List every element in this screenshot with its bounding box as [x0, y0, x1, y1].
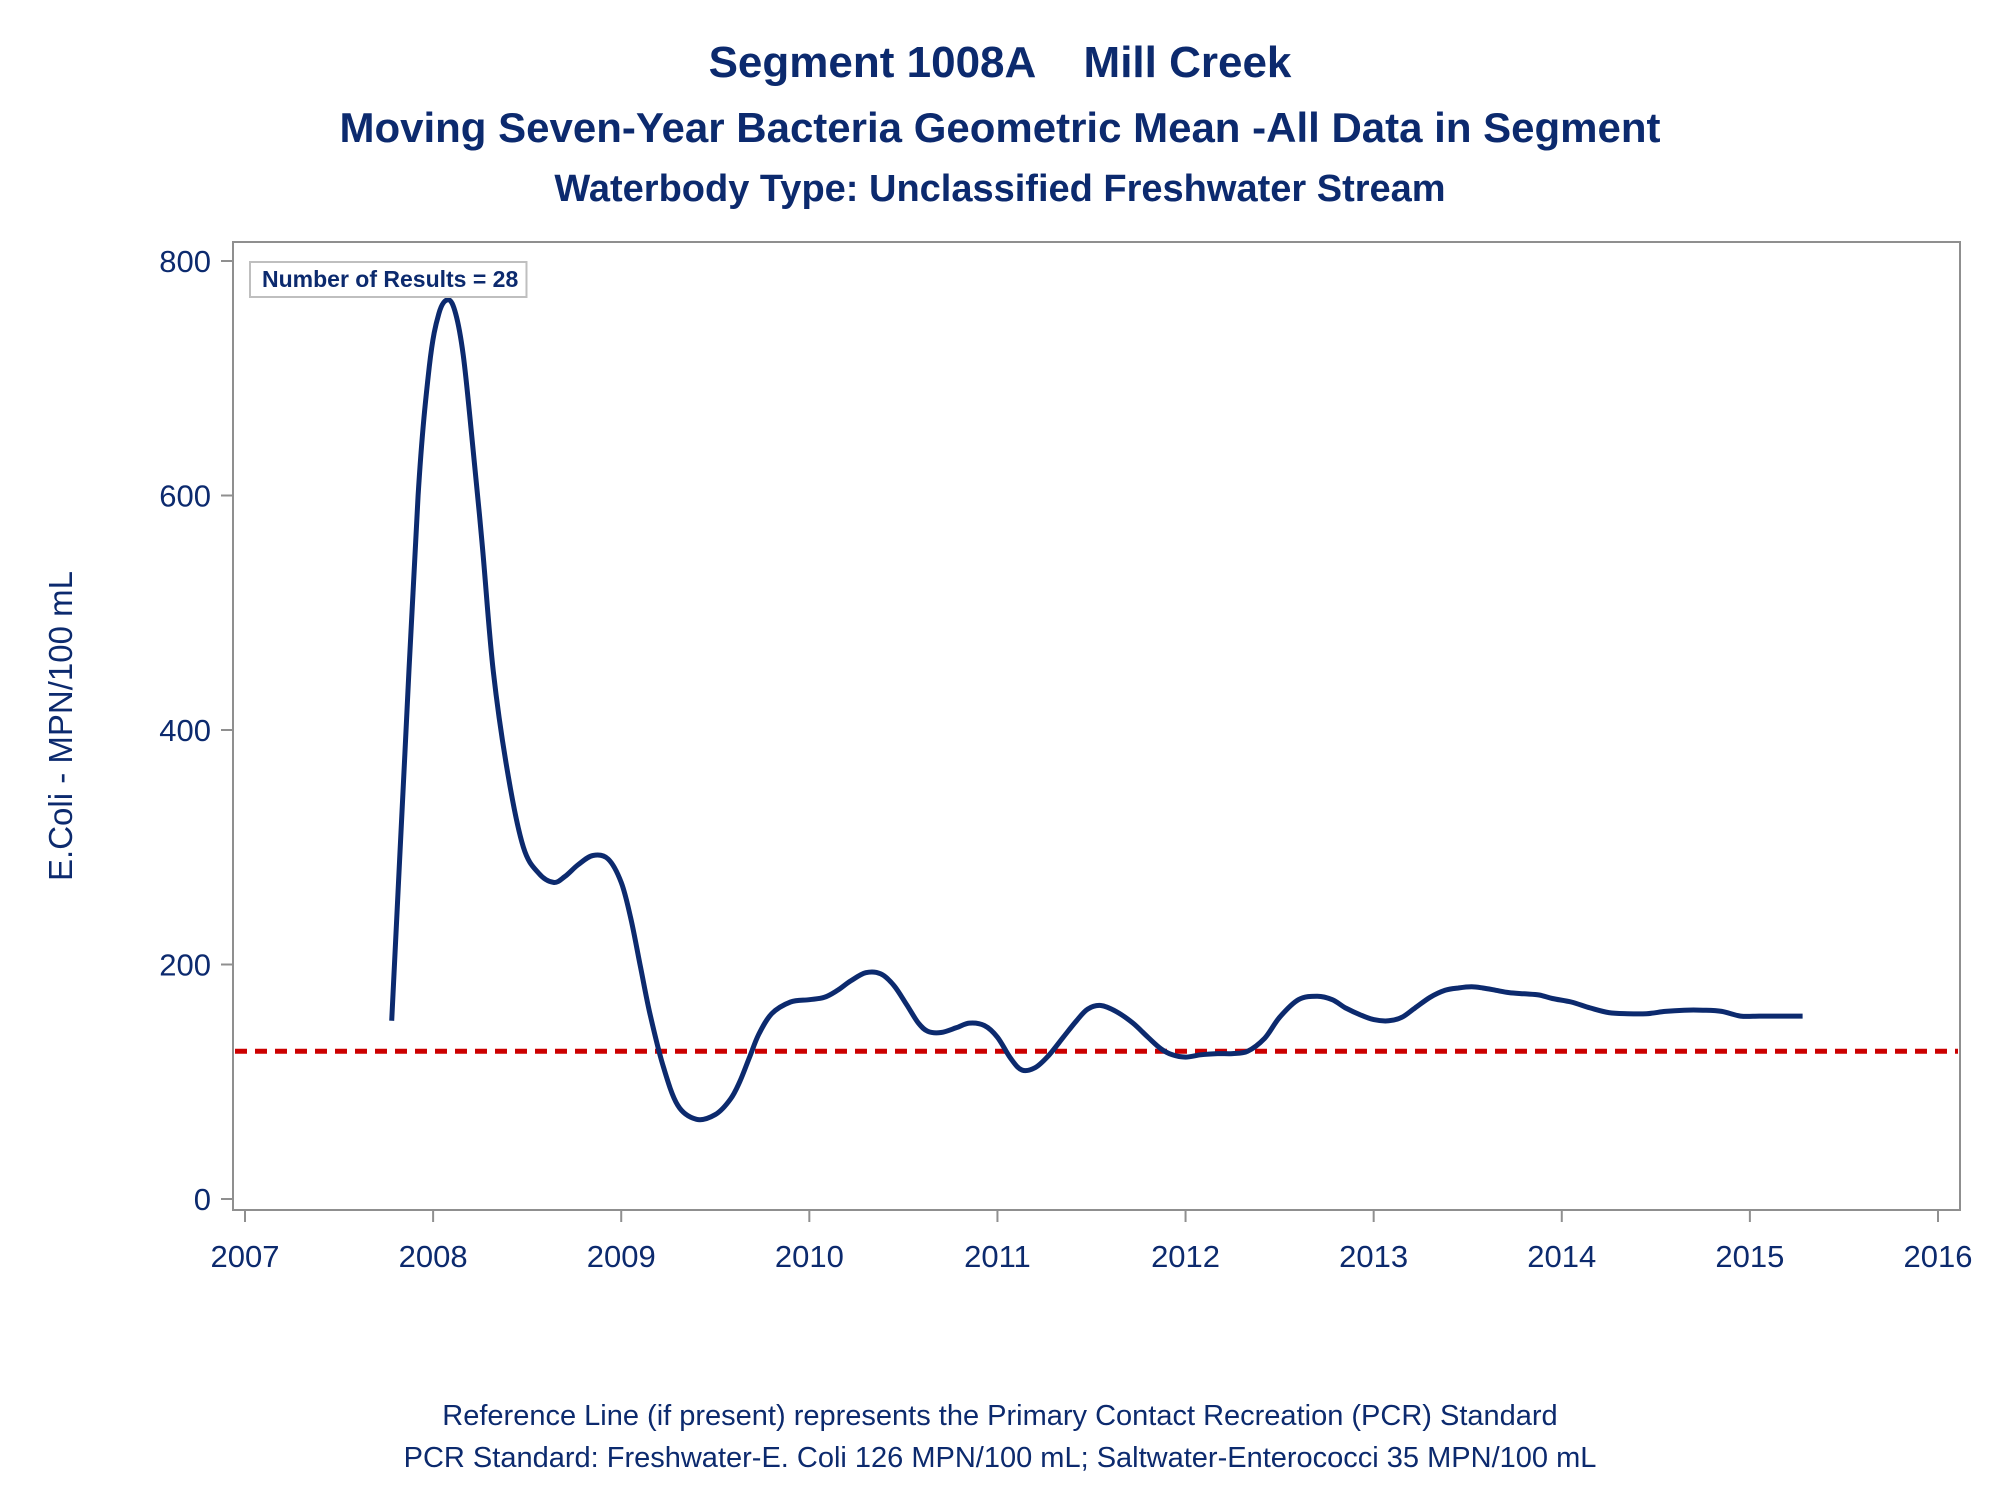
x-tick-label: 2007 [211, 1239, 280, 1274]
x-tick-label: 2009 [587, 1239, 656, 1274]
x-tick-label: 2010 [775, 1239, 844, 1274]
results-count-frame [249, 261, 528, 298]
y-tick-label: 0 [194, 1182, 211, 1217]
footnote-standard: PCR Standard: Freshwater-E. Coli 126 MPN… [403, 1442, 1597, 1474]
y-tick-label: 400 [159, 713, 211, 748]
chart-subtitle: Moving Seven-Year Bacteria Geometric Mea… [339, 104, 1661, 151]
x-tick-label: 2014 [1527, 1239, 1596, 1274]
y-axis-label: E.Coli - MPN/100 mL [42, 571, 79, 881]
y-tick-label: 600 [159, 479, 211, 514]
x-tick-label: 2015 [1715, 1239, 1784, 1274]
x-axis: 2007 2008 2009 2010 2011 2012 2013 2014 2015 2016 [211, 1210, 1973, 1274]
x-tick-label: 2013 [1339, 1239, 1408, 1274]
footnotes: Reference Line (if present) represents t… [0, 1395, 2000, 1479]
chart-title: Segment 1008A Mill Creek [708, 38, 1292, 87]
x-tick-label: 2012 [1151, 1239, 1220, 1274]
results-count-label: Number of Results = 28 [262, 266, 518, 292]
x-tick-label: 2008 [399, 1239, 468, 1274]
y-tick-label: 800 [159, 244, 211, 279]
y-axis: 0 200 400 600 800 [159, 244, 233, 1217]
x-tick-label: 2016 [1904, 1239, 1973, 1274]
chart-subtitle-waterbody: Waterbody Type: Unclassified Freshwater … [554, 168, 1446, 210]
y-tick-label: 200 [159, 948, 211, 983]
series-line [389, 297, 1803, 1123]
x-tick-label: 2011 [964, 1239, 1031, 1274]
footnote-reference: Reference Line (if present) represents t… [442, 1400, 1558, 1432]
plot-frame [232, 241, 1961, 1211]
results-count-box: Number of Results = 28 [249, 261, 528, 298]
